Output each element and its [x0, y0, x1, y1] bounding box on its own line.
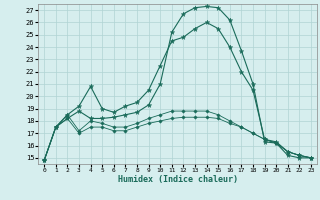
- X-axis label: Humidex (Indice chaleur): Humidex (Indice chaleur): [118, 175, 238, 184]
